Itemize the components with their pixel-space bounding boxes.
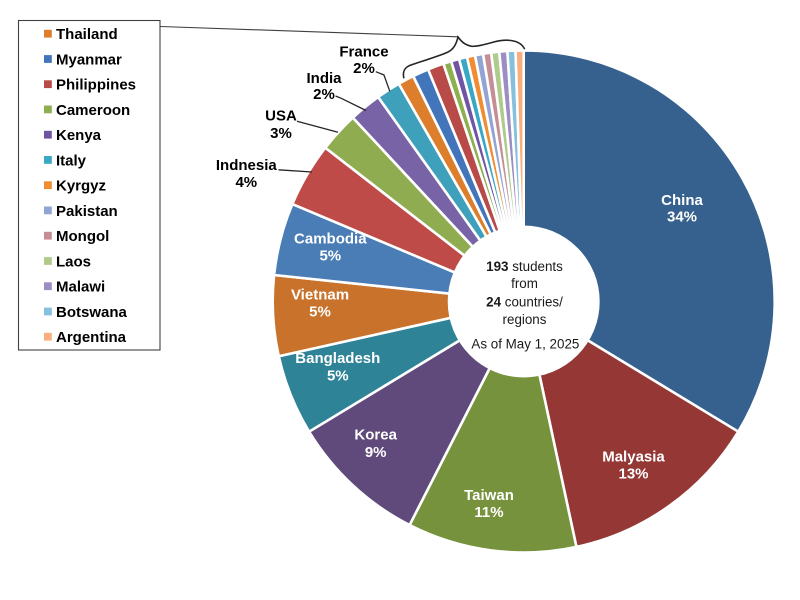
svg-text:5%: 5%	[319, 248, 341, 265]
svg-text:4%: 4%	[235, 174, 257, 191]
svg-text:9%: 9%	[365, 444, 387, 461]
svg-text:Kenya: Kenya	[56, 127, 102, 144]
svg-text:2%: 2%	[313, 86, 335, 103]
svg-text:Malawi: Malawi	[56, 279, 105, 296]
svg-text:Philippines: Philippines	[56, 77, 136, 94]
svg-text:Taiwan: Taiwan	[464, 487, 514, 504]
svg-text:Cameroon: Cameroon	[56, 102, 130, 119]
svg-text:Vietnam: Vietnam	[291, 287, 349, 304]
svg-text:regions: regions	[503, 312, 547, 327]
svg-text:France: France	[339, 44, 388, 61]
svg-text:13%: 13%	[618, 466, 648, 483]
svg-text:11%: 11%	[474, 504, 503, 521]
svg-text:As of May 1, 2025: As of May 1, 2025	[471, 336, 579, 351]
svg-text:Kyrgyz: Kyrgyz	[56, 178, 106, 195]
svg-text:Laos: Laos	[56, 253, 91, 270]
svg-text:Bangladesh: Bangladesh	[295, 350, 380, 367]
svg-text:3%: 3%	[270, 125, 292, 142]
svg-text:India: India	[306, 70, 342, 87]
svg-text:Cambodia: Cambodia	[294, 231, 367, 248]
svg-text:Thailand: Thailand	[56, 26, 118, 43]
svg-text:Indnesia: Indnesia	[216, 157, 278, 174]
svg-text:Botswana: Botswana	[56, 304, 128, 321]
svg-text:Myanmar: Myanmar	[56, 51, 122, 68]
svg-text:Korea: Korea	[354, 427, 397, 444]
svg-text:5%: 5%	[309, 304, 331, 321]
svg-text:China: China	[661, 192, 703, 209]
svg-text:Argentina: Argentina	[56, 329, 127, 346]
svg-text:Malyasia: Malyasia	[602, 449, 665, 466]
svg-text:Mongol: Mongol	[56, 228, 109, 245]
svg-text:5%: 5%	[327, 367, 349, 384]
svg-text:2%: 2%	[353, 60, 375, 77]
svg-text:USA: USA	[265, 108, 297, 125]
svg-text:Italy: Italy	[56, 152, 87, 169]
svg-text:193 students: 193 students	[486, 259, 563, 274]
svg-text:24 countries/: 24 countries/	[486, 295, 563, 310]
svg-text:Pakistan: Pakistan	[56, 203, 118, 220]
svg-text:34%: 34%	[667, 208, 697, 225]
svg-text:from: from	[511, 276, 538, 291]
